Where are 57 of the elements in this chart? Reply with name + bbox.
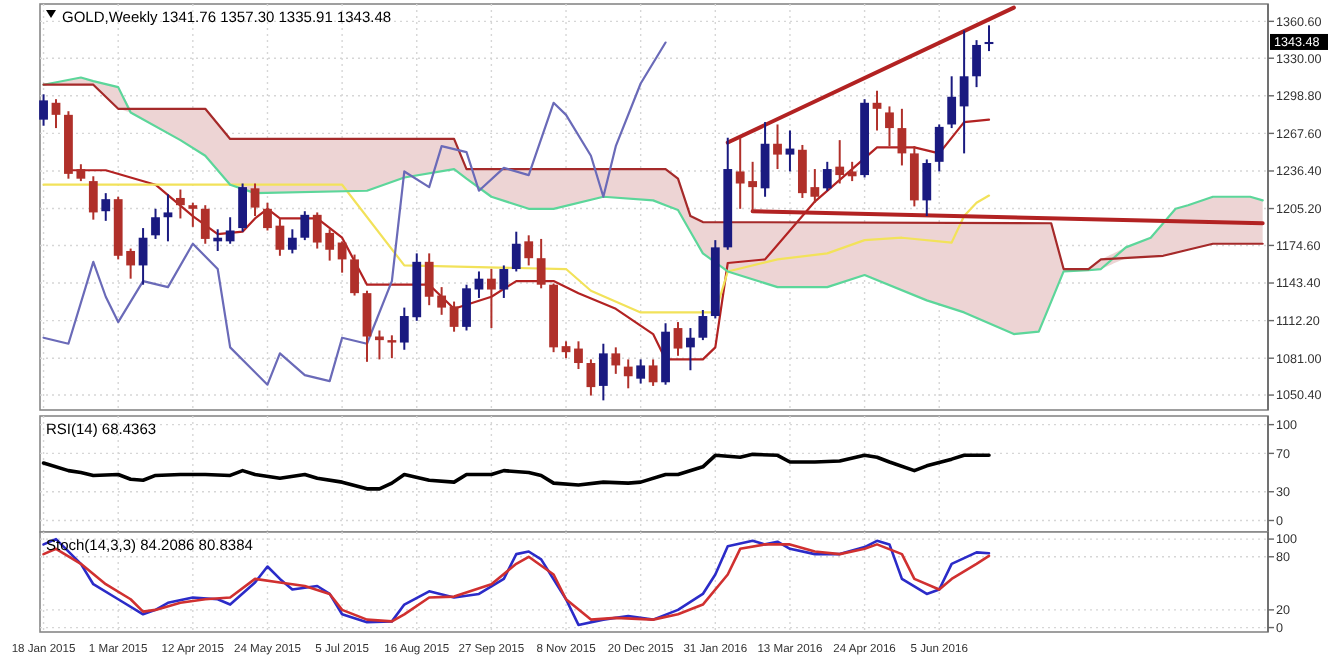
candlestick: [885, 105, 894, 148]
candlestick: [462, 283, 471, 332]
candlestick: [524, 234, 534, 267]
candlestick: [897, 107, 907, 167]
candlestick: [175, 188, 185, 220]
candlestick: [449, 300, 459, 333]
candlestick: [636, 358, 646, 385]
candlestick: [922, 158, 932, 218]
candlestick: [648, 358, 658, 387]
candlestick: [486, 268, 496, 330]
candlestick: [511, 230, 521, 273]
candlestick: [934, 123, 944, 173]
line-series: [42, 183, 991, 314]
candlestick: [785, 129, 795, 173]
candlestick: [200, 204, 210, 245]
candlestick: [686, 327, 695, 372]
candlestick: [263, 201, 272, 232]
candlestick: [474, 270, 484, 299]
candlestick: [225, 216, 235, 245]
candlestick: [760, 121, 770, 198]
candlestick: [623, 358, 633, 390]
candlestick: [275, 217, 285, 257]
candlestick: [586, 358, 596, 397]
candlestick: [151, 207, 160, 240]
candlestick: [51, 98, 61, 130]
candlestick: [822, 160, 832, 192]
candlestick: [909, 145, 919, 208]
candlestick: [287, 228, 297, 255]
candlestick: [835, 139, 845, 185]
candlestick: [337, 240, 347, 274]
candlestick: [673, 321, 683, 357]
line-series: [42, 83, 1264, 271]
candlestick: [39, 93, 48, 127]
candlestick: [773, 123, 782, 171]
line-series: [41, 452, 991, 491]
candlestick: [499, 264, 509, 299]
candlestick: [611, 346, 621, 375]
candlestick: [872, 89, 882, 132]
candlestick: [387, 334, 397, 360]
candlestick: [947, 75, 957, 130]
candlestick: [300, 210, 310, 242]
candlestick: [188, 201, 198, 228]
candlestick: [88, 175, 98, 221]
line-series: [42, 41, 667, 386]
candlestick: [972, 39, 981, 89]
candlestick: [250, 182, 260, 218]
candlestick: [536, 237, 546, 290]
candlestick: [101, 192, 111, 222]
candlestick: [698, 309, 708, 342]
candlestick: [574, 340, 583, 371]
candlestick: [350, 253, 359, 297]
candlestick: [362, 289, 372, 363]
candlestick: [959, 29, 969, 155]
candlestick: [847, 160, 857, 183]
candlestick: [238, 182, 247, 233]
candlestick: [598, 342, 608, 402]
candlestick: [163, 193, 173, 243]
